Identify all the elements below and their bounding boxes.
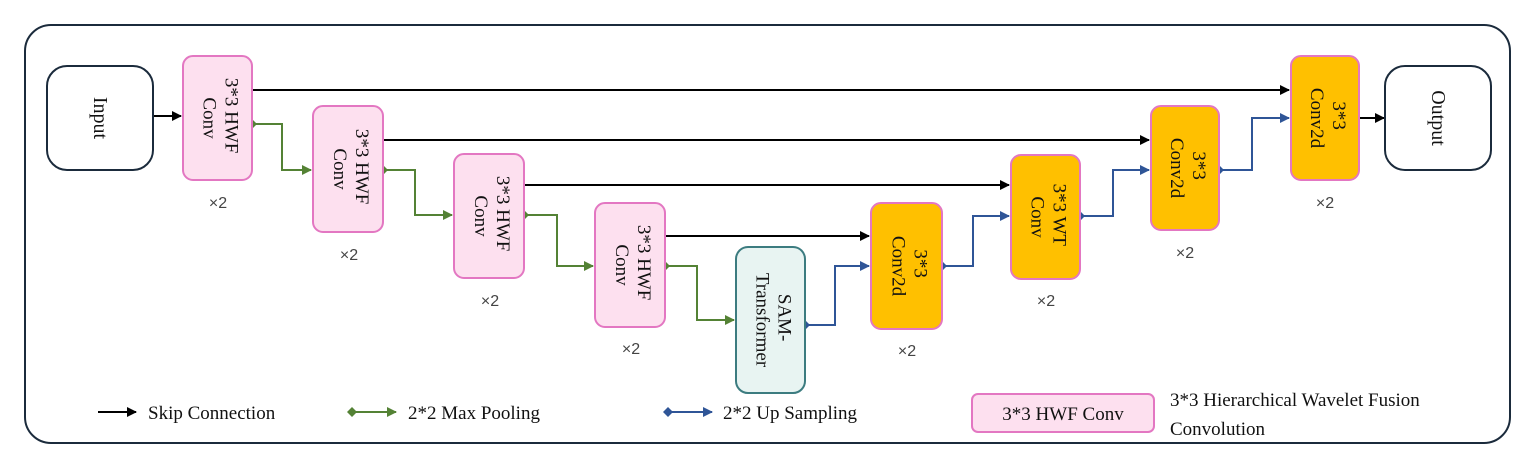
encoder-block-1-line2: Conv	[199, 97, 220, 139]
max-pooling-1	[252, 124, 311, 170]
decoder-block-4-line2: Conv2d	[1306, 88, 1327, 149]
decoder-block-2-line1: 3*3 WT	[1049, 184, 1070, 247]
output-label: Output	[1427, 90, 1449, 146]
encoder-block-2: 3*3 HWF Conv ×2	[313, 106, 383, 264]
encoder-block-2-line1: 3*3 HWF	[351, 129, 372, 204]
legend-up-label: 2*2 Up Sampling	[723, 403, 858, 424]
decoder-block-3-line2: Conv2d	[1166, 138, 1187, 199]
decoder-block-2-multiplier: ×2	[1037, 293, 1055, 310]
encoder-block-3-multiplier: ×2	[481, 293, 499, 310]
input-label: Input	[89, 97, 111, 140]
decoder-block-4: 3*3 Conv2d ×2	[1291, 56, 1359, 212]
encoder-block-1: 3*3 HWF Conv ×2	[183, 56, 252, 212]
legend-skip-label: Skip Connection	[148, 403, 276, 424]
input-node: Input	[47, 66, 153, 170]
legend-key-desc-line1: 3*3 Hierarchical Wavelet Fusion	[1170, 390, 1420, 411]
legend-key-box-label: 3*3 HWF Conv	[1002, 404, 1124, 425]
decoder-block-3-multiplier: ×2	[1176, 245, 1194, 262]
decoder-block-1-line2: Conv2d	[888, 236, 909, 297]
encoder-block-2-line2: Conv	[329, 148, 350, 190]
encoder-block-4-line2: Conv	[611, 244, 632, 286]
decoder-block-4-multiplier: ×2	[1316, 195, 1334, 212]
encoder-block-4-line1: 3*3 HWF	[633, 225, 654, 300]
up-sampling-1	[805, 266, 869, 325]
decoder-block-4-line1: 3*3	[1328, 101, 1349, 130]
encoder-block-1-line1: 3*3 HWF	[221, 78, 242, 153]
up-sampling-4	[1219, 118, 1289, 170]
up-sampling-2	[942, 216, 1009, 266]
decoder-block-2: 3*3 WT Conv ×2	[1011, 155, 1080, 310]
sam-transformer-line1: SAM-	[774, 294, 795, 342]
decoder-block-3: 3*3 Conv2d ×2	[1151, 106, 1219, 262]
max-pooling-2	[383, 170, 452, 215]
decoder-block-1: 3*3 Conv2d ×2	[871, 203, 942, 360]
encoder-block-4: 3*3 HWF Conv ×2	[595, 203, 665, 358]
max-pooling-3	[524, 215, 593, 266]
decoder-block-1-line1: 3*3	[910, 249, 931, 278]
decoder-block-3-line1: 3*3	[1188, 151, 1209, 180]
legend: Skip Connection 2*2 Max Pooling 2*2 Up S…	[98, 390, 1420, 440]
decoder-block-2-line2: Conv	[1027, 196, 1048, 238]
sam-transformer-block: SAM- Transformer	[736, 247, 805, 393]
max-pooling-4	[665, 266, 734, 320]
encoder-block-2-multiplier: ×2	[340, 247, 358, 264]
sam-transformer-line2: Transformer	[752, 273, 773, 368]
encoder-block-3-line2: Conv	[470, 195, 491, 237]
encoder-block-3-line1: 3*3 HWF	[492, 176, 513, 251]
legend-key-desc-line2: Convolution	[1170, 419, 1266, 440]
encoder-block-3: 3*3 HWF Conv ×2	[454, 154, 524, 310]
legend-pool-label: 2*2 Max Pooling	[408, 403, 540, 424]
decoder-block-1-multiplier: ×2	[898, 343, 916, 360]
output-node: Output	[1385, 66, 1491, 170]
encoder-block-4-multiplier: ×2	[622, 341, 640, 358]
up-sampling-3	[1080, 170, 1149, 216]
encoder-block-1-multiplier: ×2	[209, 195, 227, 212]
